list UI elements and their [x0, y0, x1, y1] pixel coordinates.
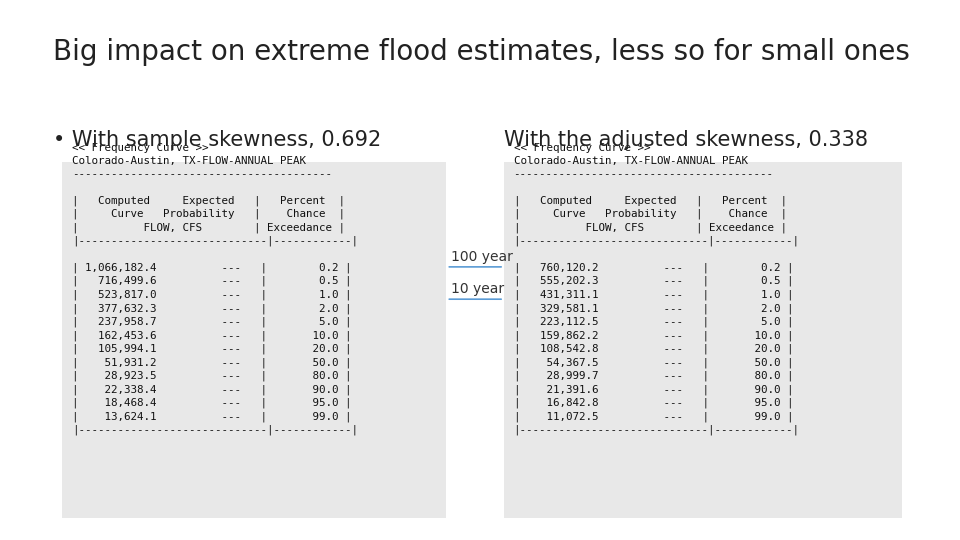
Text: << Frequency Curve >>
Colorado-Austin, TX-FLOW-ANNUAL PEAK
---------------------: << Frequency Curve >> Colorado-Austin, T…: [72, 143, 358, 435]
Text: << Frequency Curve >>
Colorado-Austin, TX-FLOW-ANNUAL PEAK
---------------------: << Frequency Curve >> Colorado-Austin, T…: [514, 143, 800, 435]
FancyBboxPatch shape: [62, 162, 446, 518]
FancyBboxPatch shape: [504, 162, 902, 518]
Text: 100 year: 100 year: [451, 249, 513, 264]
Text: • With sample skewness, 0.692: • With sample skewness, 0.692: [53, 130, 381, 150]
Text: 10 year: 10 year: [451, 282, 504, 296]
Text: Big impact on extreme flood estimates, less so for small ones: Big impact on extreme flood estimates, l…: [53, 38, 910, 66]
Text: With the adjusted skewness, 0.338: With the adjusted skewness, 0.338: [504, 130, 868, 150]
